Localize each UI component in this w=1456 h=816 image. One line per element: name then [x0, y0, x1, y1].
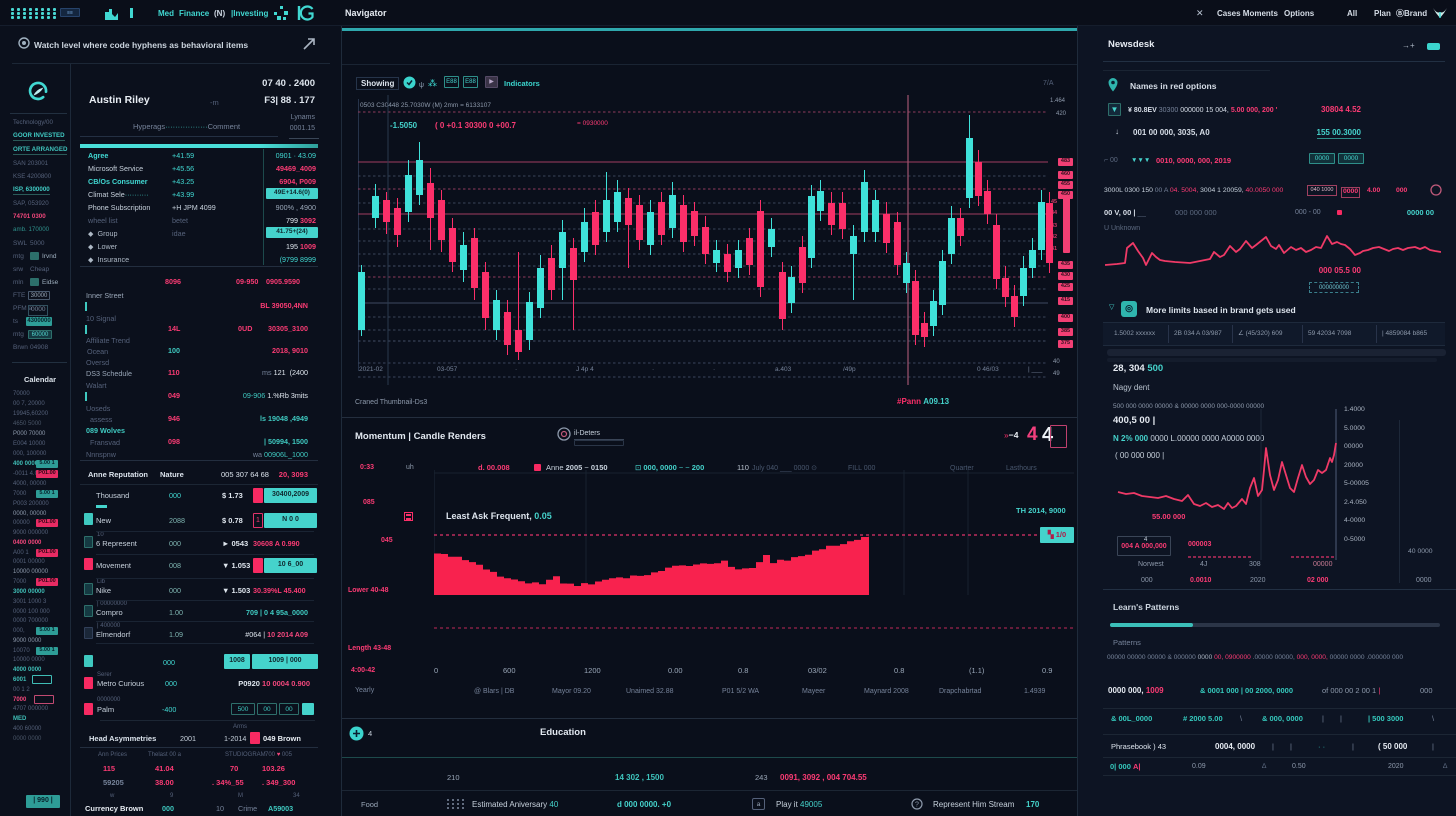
svg-text:?: ? — [915, 802, 919, 809]
